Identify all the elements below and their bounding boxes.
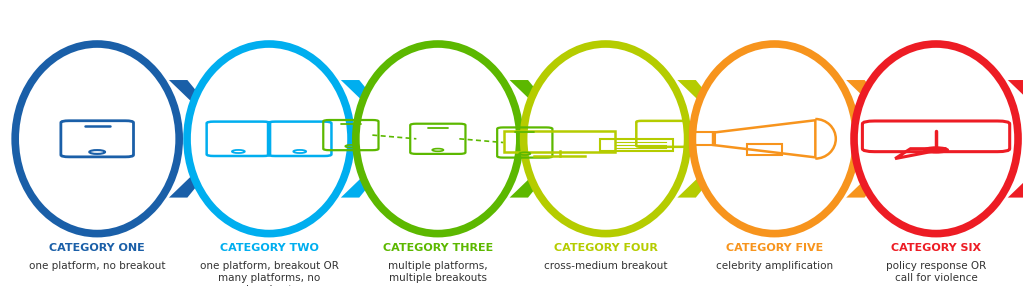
Text: CATEGORY ONE: CATEGORY ONE <box>49 243 145 253</box>
Circle shape <box>924 147 948 153</box>
Text: CATEGORY FOUR: CATEGORY FOUR <box>553 243 658 253</box>
Polygon shape <box>895 149 946 159</box>
Text: one platform, no breakout: one platform, no breakout <box>29 261 166 271</box>
Text: celebrity amplification: celebrity amplification <box>716 261 833 271</box>
Text: CATEGORY FIVE: CATEGORY FIVE <box>725 243 824 253</box>
Text: THE BREAKOUT SCALE: THE BREAKOUT SCALE <box>416 12 607 27</box>
Text: multiple platforms,
multiple breakouts: multiple platforms, multiple breakouts <box>388 261 488 283</box>
Text: CATEGORY TWO: CATEGORY TWO <box>220 243 318 253</box>
Text: one platform, breakout OR
many platforms, no
breakout: one platform, breakout OR many platforms… <box>199 261 339 286</box>
Text: CATEGORY THREE: CATEGORY THREE <box>383 243 493 253</box>
Text: CATEGORY SIX: CATEGORY SIX <box>891 243 981 253</box>
Text: policy response OR
call for violence: policy response OR call for violence <box>886 261 986 283</box>
Text: cross-medium breakout: cross-medium breakout <box>544 261 667 271</box>
